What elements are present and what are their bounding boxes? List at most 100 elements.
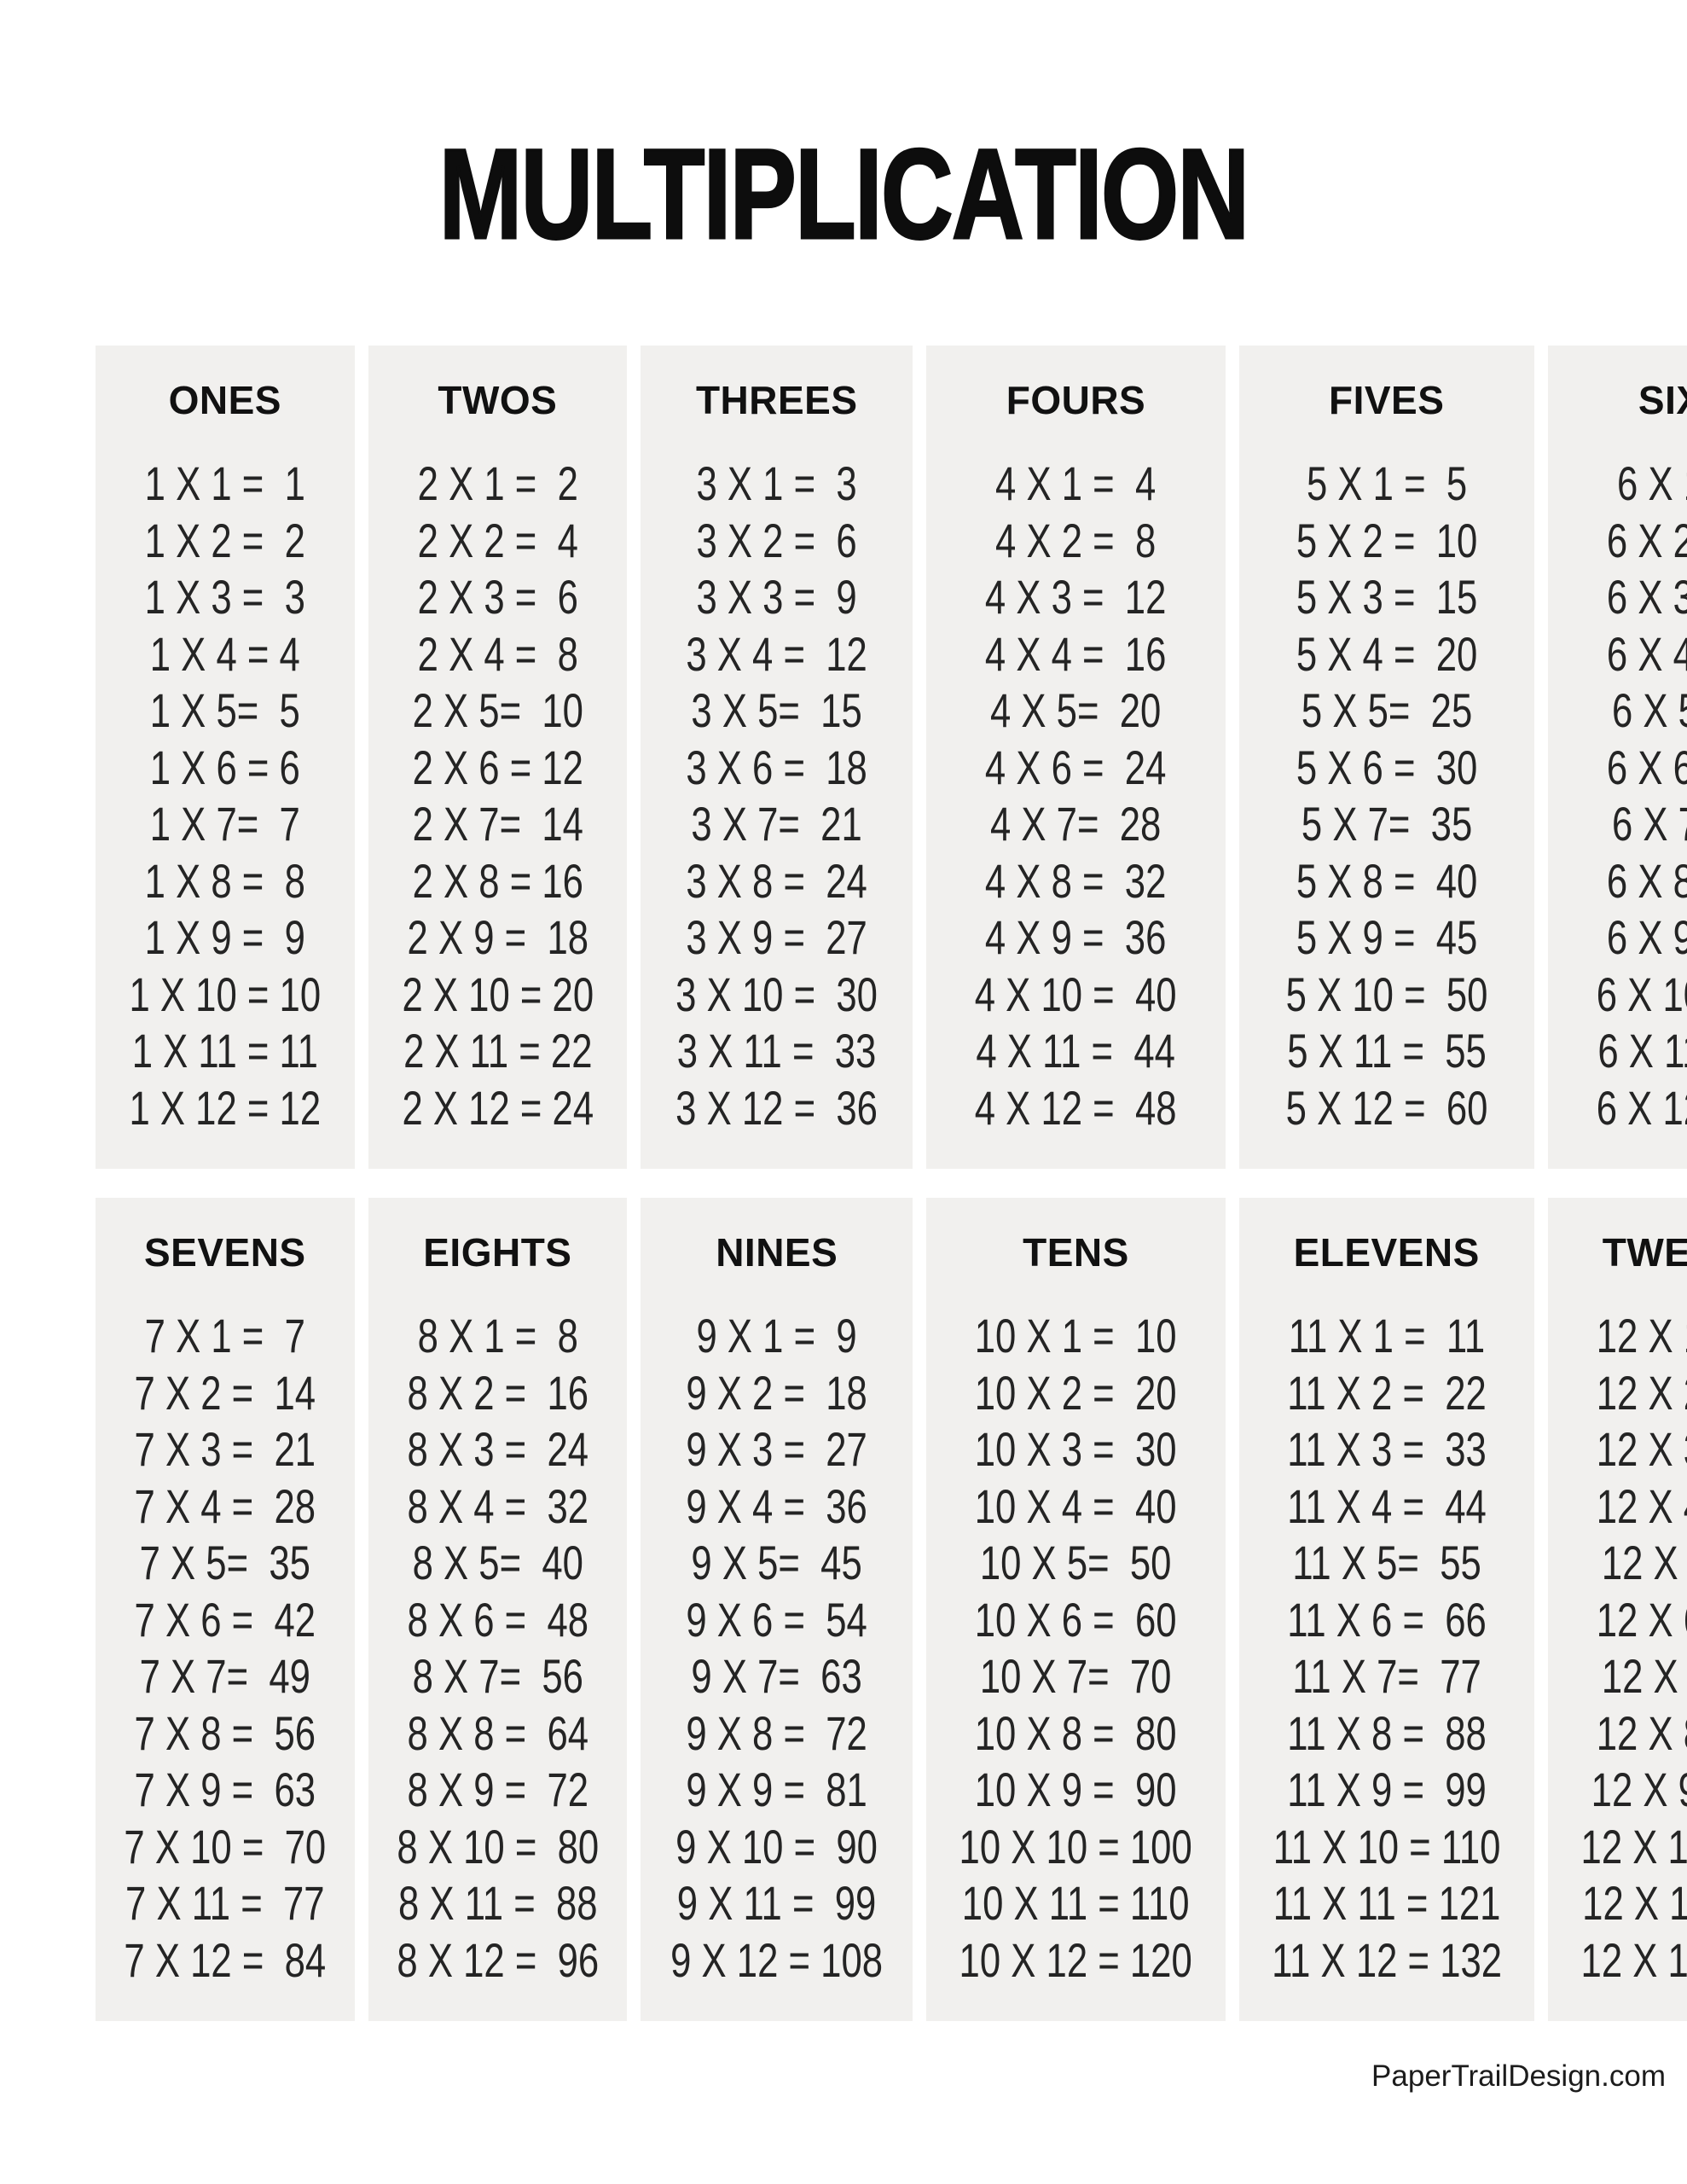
- equation: 4 X 12 = 48: [975, 1080, 1177, 1135]
- times-table-panel: SIXES 6 X 1 = 66 X 2 = 126 X 3 = 186 X 4…: [1547, 346, 1687, 1169]
- equation: 11 X 4 = 44: [1286, 1478, 1487, 1533]
- equation: 2 X 6 = 12: [412, 740, 583, 794]
- equation: 1 X 2 = 2: [144, 513, 305, 567]
- equation: 7 X 10 = 70: [124, 1819, 327, 1873]
- equation: 10 X 6 = 60: [975, 1592, 1177, 1647]
- equation: 3 X 12 = 36: [675, 1080, 878, 1135]
- equation: 5 X 3 = 15: [1296, 570, 1477, 624]
- equation: 12 X 12 = 144: [1580, 1932, 1687, 1987]
- equation: 6 X 4 = 24: [1606, 626, 1687, 681]
- equation: 7 X 9 = 63: [134, 1763, 316, 1816]
- equation: 12 X 4 = 48: [1596, 1478, 1687, 1533]
- equation: 5 X 9 = 45: [1296, 910, 1477, 964]
- equation: 3 X 3 = 9: [696, 570, 857, 624]
- credit-text: PaperTrailDesign.com: [1371, 2059, 1666, 2093]
- equation: 4 X 6 = 24: [985, 740, 1167, 794]
- times-table-panel: TENS 10 X 1 = 10 10 X 2 = 20 10 X 3 = 30 10…: [926, 1198, 1226, 2021]
- equation: 5 X 4 = 20: [1296, 626, 1477, 681]
- equation: 6 X 8 = 48: [1606, 853, 1687, 908]
- equation-list: 12 X 1 = 1212 X 2 = 2412 X 3 = 3612 X 4 …: [1548, 1308, 1687, 1989]
- equation: 9 X 2 = 18: [686, 1365, 867, 1420]
- equation: 10 X 5= 50: [980, 1536, 1172, 1589]
- table-heading: SIXES: [1638, 378, 1687, 422]
- equation-list: 6 X 1 = 66 X 2 = 126 X 3 = 186 X 4 = 246…: [1548, 456, 1687, 1136]
- equation: 4 X 8 = 32: [985, 853, 1167, 908]
- equation: 3 X 8 = 24: [686, 853, 867, 908]
- table-heading: TENS: [1023, 1230, 1129, 1275]
- equation: 11 X 10 = 110: [1272, 1819, 1501, 1873]
- equation: 4 X 1 = 4: [995, 456, 1157, 510]
- equation: 11 X 6 = 66: [1286, 1592, 1487, 1647]
- equation: 2 X 2 = 4: [417, 513, 578, 567]
- equation: 3 X 9 = 27: [686, 910, 867, 964]
- equation: 11 X 3 = 33: [1286, 1422, 1487, 1476]
- equation: 2 X 11 = 22: [403, 1024, 593, 1077]
- equation: 9 X 11 = 99: [676, 1876, 877, 1930]
- equation: 8 X 10 = 80: [396, 1819, 599, 1873]
- equation: 2 X 1 = 2: [417, 456, 578, 510]
- equation: 6 X 2 = 12: [1606, 513, 1687, 567]
- equation: 12 X 9 = 108: [1591, 1763, 1687, 1816]
- equation: 3 X 2 = 6: [696, 513, 857, 567]
- equation: 7 X 1 = 7: [144, 1309, 305, 1362]
- equation: 4 X 10 = 40: [975, 967, 1177, 1021]
- equation: 3 X 1 = 3: [696, 456, 857, 510]
- equation: 5 X 8 = 40: [1296, 853, 1477, 908]
- equation: 9 X 4 = 36: [686, 1478, 867, 1533]
- equation: 8 X 1 = 8: [417, 1309, 578, 1362]
- equation: 11 X 11 = 121: [1272, 1876, 1501, 1930]
- equation: 6 X 10 = 60: [1596, 967, 1687, 1021]
- equation: 10 X 12 = 120: [959, 1932, 1193, 1987]
- equation: 4 X 5= 20: [990, 683, 1162, 737]
- equation: 8 X 7= 56: [412, 1649, 583, 1703]
- equation: 2 X 4 = 8: [417, 626, 578, 681]
- equation: 5 X 1 = 5: [1306, 456, 1467, 510]
- equation: 1 X 9 = 9: [144, 910, 305, 964]
- equation: 12 X 2 = 24: [1596, 1365, 1687, 1420]
- equation: 9 X 6 = 54: [686, 1592, 867, 1647]
- equation: 6 X 7= 42: [1611, 797, 1687, 851]
- equation: 1 X 8 = 8: [144, 853, 305, 908]
- equation: 9 X 3 = 27: [686, 1422, 867, 1476]
- equation: 12 X 10 = 120: [1580, 1819, 1687, 1873]
- equation: 7 X 12 = 84: [124, 1932, 327, 1987]
- equation: 8 X 5= 40: [412, 1536, 583, 1589]
- equation: 12 X 5= 60: [1601, 1536, 1678, 1589]
- table-heading: NINES: [716, 1230, 838, 1275]
- equation: 8 X 2 = 16: [407, 1365, 588, 1420]
- equation: 7 X 3 = 21: [134, 1422, 316, 1476]
- equation: 1 X 12 = 12: [129, 1080, 322, 1135]
- equation: 10 X 3 = 30: [975, 1422, 1177, 1476]
- equation: 4 X 4 = 16: [985, 626, 1167, 681]
- equation: 9 X 8 = 72: [686, 1705, 867, 1760]
- table-heading: TWOS: [438, 378, 558, 422]
- equation: 1 X 5= 5: [149, 683, 300, 737]
- equation: 6 X 12 = 72: [1596, 1080, 1687, 1135]
- equation: 6 X 5= 30: [1611, 683, 1687, 737]
- equation: 8 X 6 = 48: [407, 1592, 588, 1647]
- equation: 10 X 11 = 110: [962, 1876, 1190, 1930]
- equation-list: 10 X 1 = 10 10 X 2 = 20 10 X 3 = 30 10 X 4 …: [926, 1308, 1225, 1989]
- table-heading: ELEVENS: [1293, 1230, 1480, 1275]
- equation: 7 X 7= 49: [139, 1649, 310, 1703]
- equation: 3 X 7= 21: [691, 797, 862, 851]
- equation: 3 X 4 = 12: [686, 626, 867, 681]
- equation: 4 X 3 = 12: [985, 570, 1167, 624]
- equation: 12 X 3 = 36: [1596, 1422, 1687, 1476]
- equation: 2 X 3 = 6: [417, 570, 578, 624]
- equation: 10 X 4 = 40: [975, 1478, 1177, 1533]
- equation: 3 X 10 = 30: [675, 967, 878, 1021]
- table-heading: FIVES: [1328, 378, 1445, 422]
- times-table-panel: ELEVENS 11 X 1 = 11 11 X 2 = 22 11 X 3 = 3…: [1238, 1198, 1534, 2021]
- equation: 7 X 6 = 42: [134, 1592, 316, 1647]
- table-heading: EIGHTS: [423, 1230, 572, 1275]
- equation: 4 X 11 = 44: [976, 1024, 1176, 1077]
